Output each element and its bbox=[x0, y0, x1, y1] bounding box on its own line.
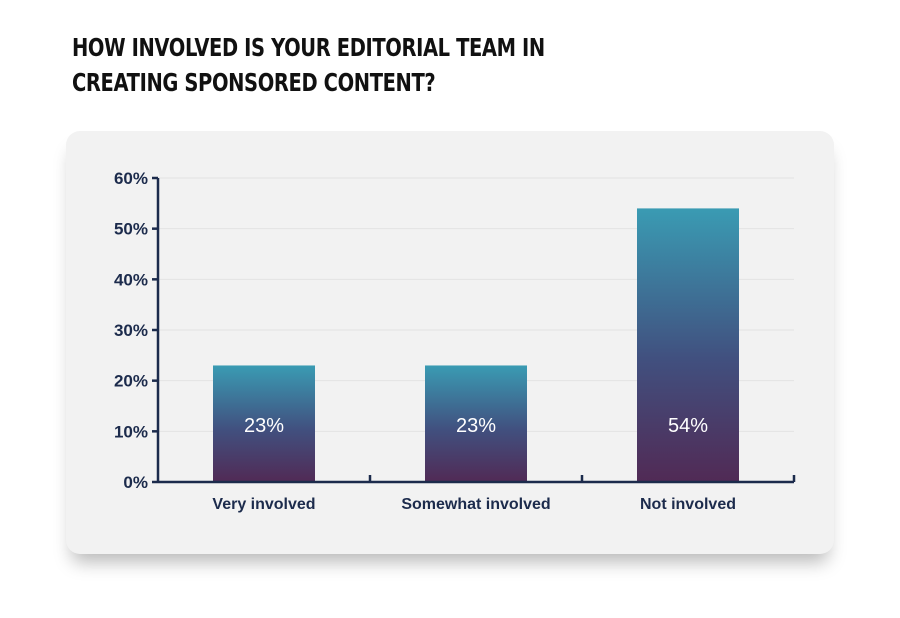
x-category-label: Somewhat involved bbox=[401, 496, 550, 513]
bar bbox=[213, 365, 315, 482]
x-category-label: Very involved bbox=[212, 496, 315, 513]
x-category-label: Not involved bbox=[640, 496, 736, 513]
data-label: 23% bbox=[244, 415, 284, 437]
bar bbox=[425, 365, 527, 482]
bar bbox=[637, 208, 739, 482]
data-label: 54% bbox=[668, 415, 708, 437]
y-tick-label: 0% bbox=[123, 473, 148, 492]
page-title: HOW INVOLVED IS YOUR EDITORIAL TEAM IN C… bbox=[72, 33, 545, 97]
y-tick-label: 20% bbox=[114, 372, 148, 391]
y-tick-label: 10% bbox=[114, 422, 148, 441]
y-tick-label: 40% bbox=[114, 270, 148, 289]
y-tick-label: 30% bbox=[114, 321, 148, 340]
y-tick-label: 50% bbox=[114, 220, 148, 239]
data-label: 23% bbox=[456, 415, 496, 437]
y-tick-label: 60% bbox=[114, 169, 148, 188]
